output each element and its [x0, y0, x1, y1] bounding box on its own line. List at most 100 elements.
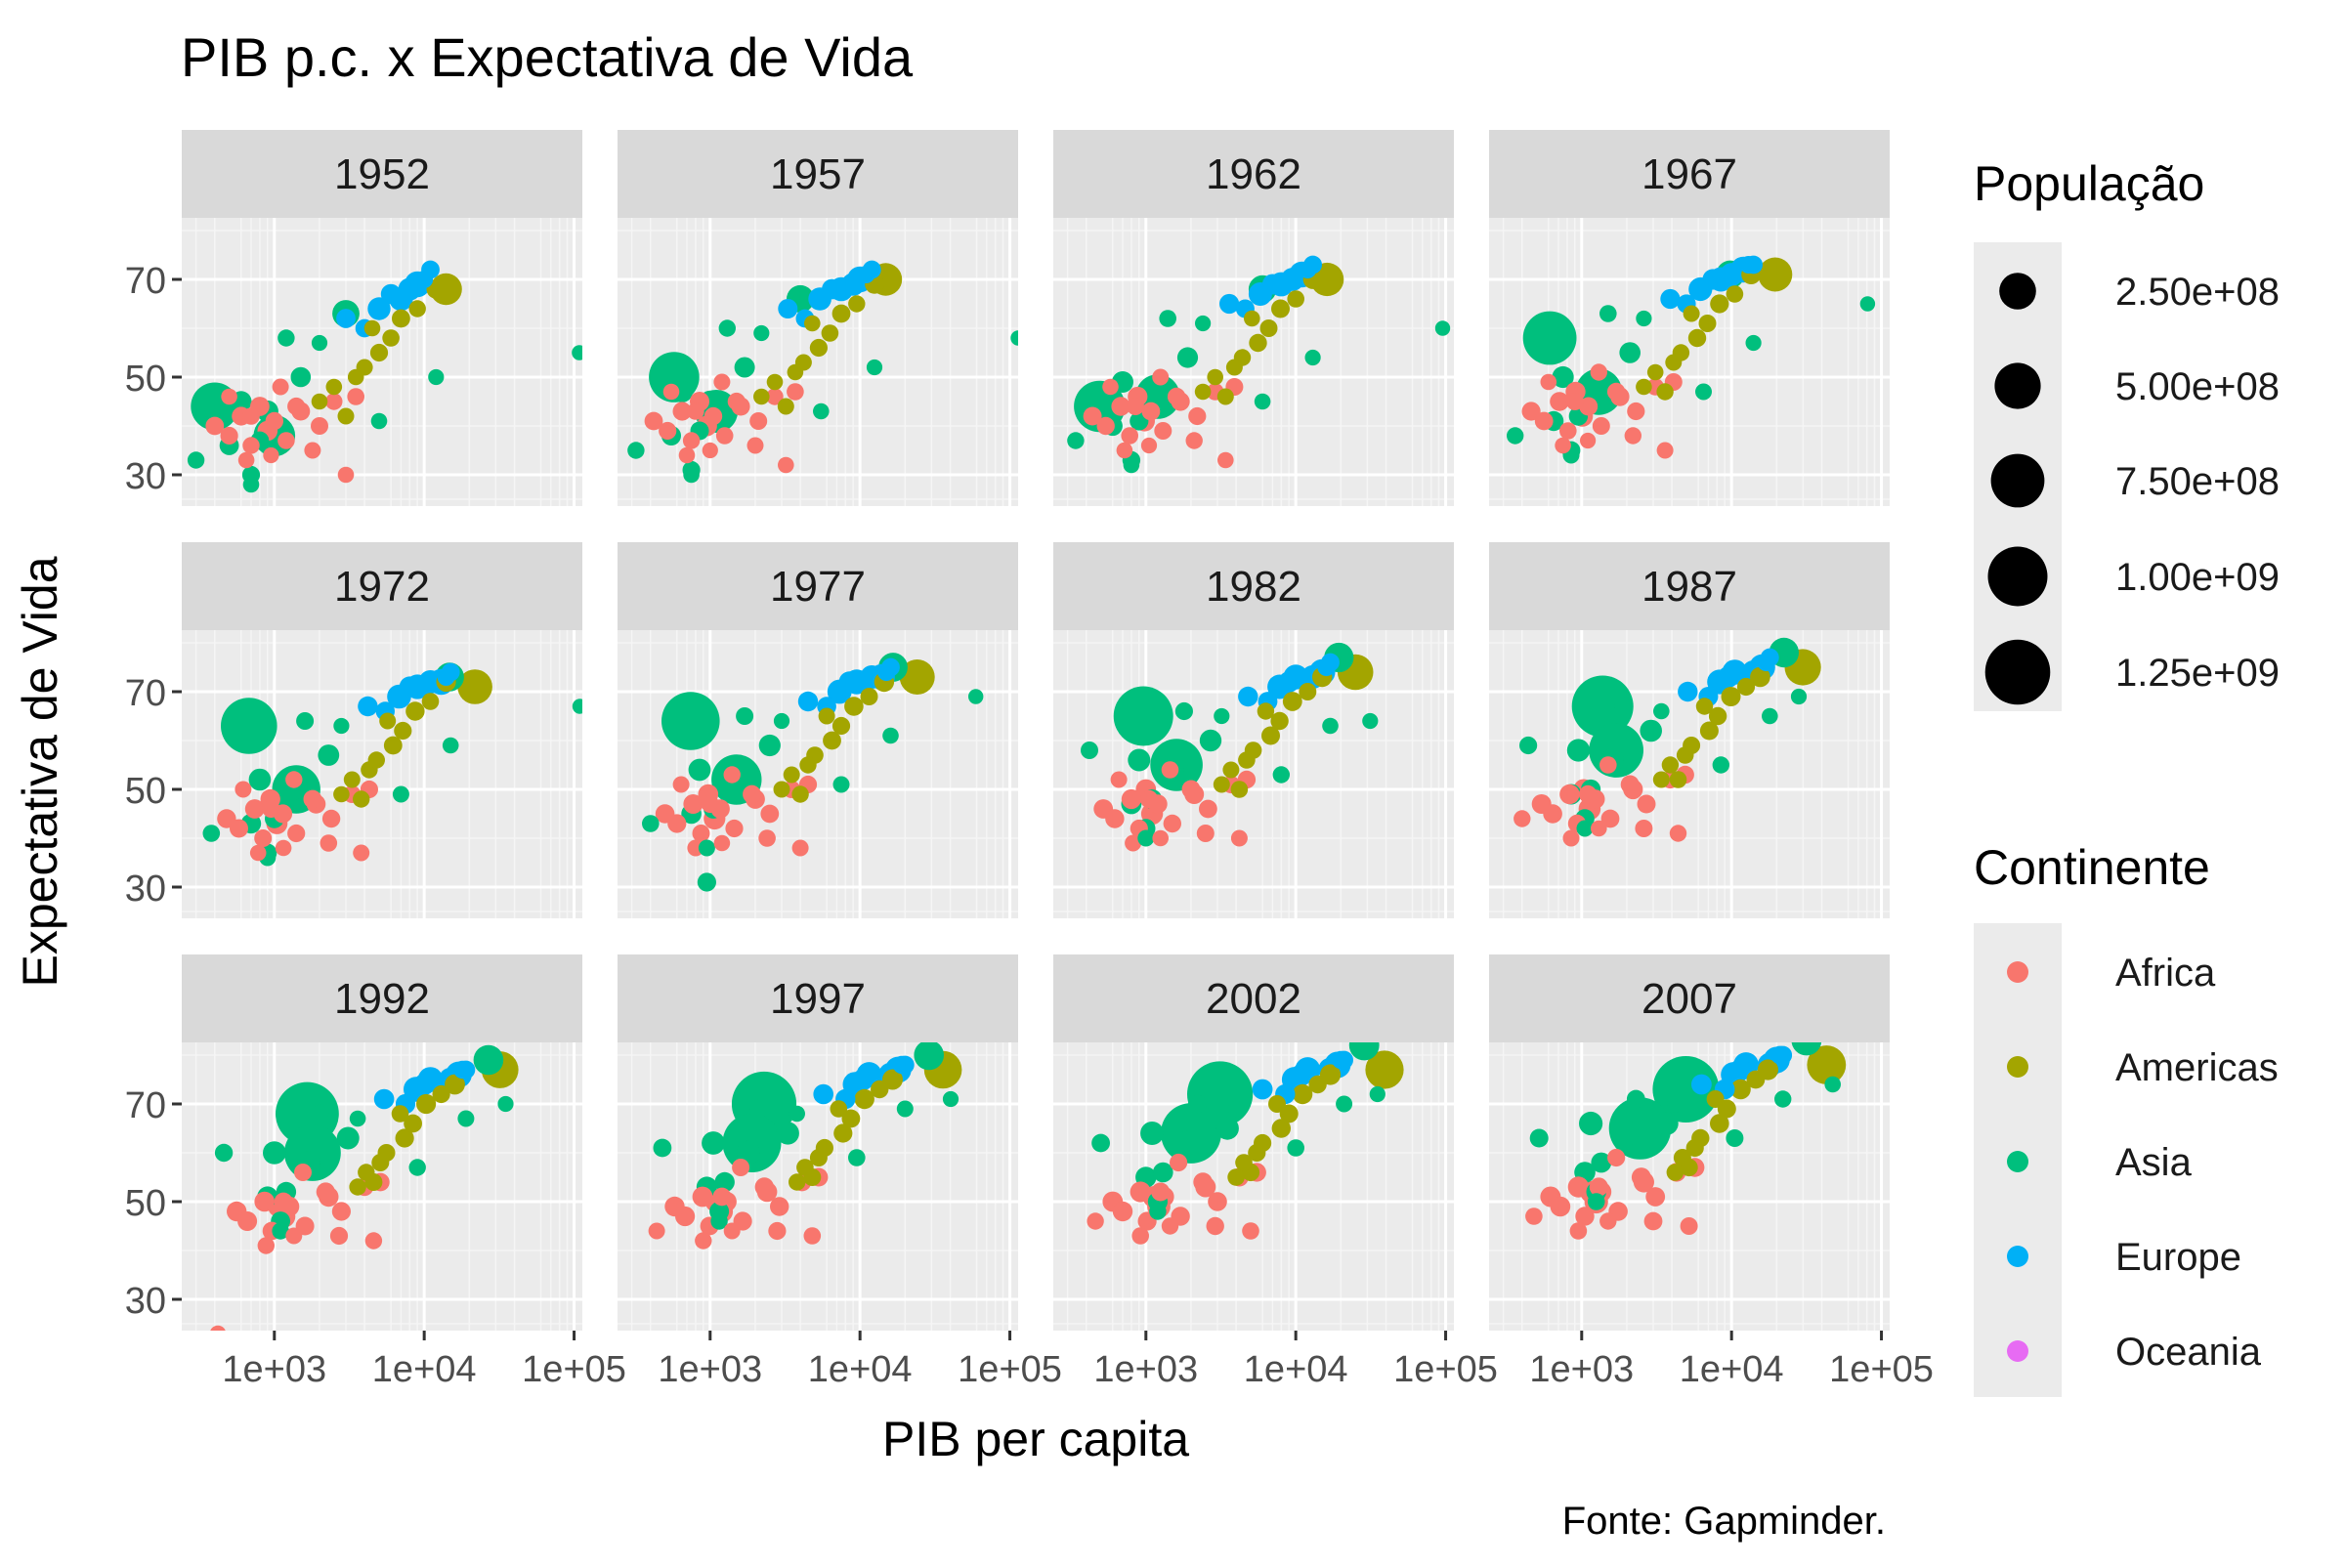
data-point	[1216, 388, 1234, 405]
size-legend-key	[1987, 546, 2048, 607]
data-point	[234, 781, 252, 798]
x-tick-label: 1e+04	[1680, 1349, 1784, 1390]
data-point	[695, 1232, 712, 1250]
data-point	[1207, 368, 1223, 386]
data-point	[1141, 402, 1161, 421]
data-point	[373, 1088, 395, 1110]
data-point	[1637, 794, 1656, 814]
data-points	[642, 653, 984, 892]
data-point	[704, 406, 723, 426]
data-point	[882, 1069, 903, 1090]
data-point	[852, 1069, 874, 1090]
y-tick-label: 50	[125, 1183, 166, 1224]
data-point	[333, 785, 350, 803]
data-point	[1154, 422, 1172, 440]
data-point	[237, 1211, 258, 1231]
size-legend-title: População	[1974, 156, 2204, 211]
y-tick-label: 30	[125, 869, 166, 910]
data-points	[1087, 1042, 1404, 1245]
data-point	[1758, 257, 1793, 292]
facet-panels: 1952 30 50 70 1957 1962 1967 1972 30 50 70 1977 1982…	[125, 130, 1934, 1390]
data-point	[1091, 1133, 1110, 1153]
data-points	[627, 260, 1018, 484]
data-point	[1163, 814, 1182, 833]
data-point	[809, 338, 829, 358]
data-point	[473, 1044, 504, 1076]
x-tick-label: 1e+04	[808, 1349, 913, 1390]
data-point	[237, 451, 255, 469]
data-point	[1712, 756, 1730, 774]
data-point	[1206, 1216, 1224, 1236]
y-tick-label: 70	[125, 673, 166, 714]
data-point	[1576, 820, 1594, 837]
data-point	[353, 790, 370, 808]
data-point	[1280, 268, 1304, 291]
data-point	[220, 426, 238, 445]
data-point	[1562, 829, 1580, 847]
data-point	[1348, 1042, 1380, 1061]
data-point	[1666, 1095, 1684, 1113]
data-point	[311, 417, 328, 435]
data-point	[1087, 1212, 1104, 1230]
x-tick-label: 1e+05	[1829, 1349, 1934, 1390]
data-point	[1215, 1117, 1239, 1140]
data-point	[1652, 771, 1670, 788]
data-point	[848, 1149, 866, 1166]
data-point	[1569, 1222, 1588, 1240]
data-point	[254, 1191, 276, 1212]
data-point	[347, 368, 364, 386]
data-point	[766, 388, 784, 405]
data-point	[320, 834, 338, 852]
data-point	[1529, 1128, 1549, 1148]
data-point	[662, 383, 680, 401]
data-point	[1214, 707, 1230, 725]
color-legend-key	[2007, 1340, 2028, 1362]
data-point	[1227, 1100, 1245, 1118]
data-point	[702, 1131, 725, 1155]
data-point	[789, 1105, 805, 1123]
data-point	[1270, 711, 1289, 731]
data-point	[1113, 686, 1173, 746]
size-legend: 2.50e+08 5.00e+08 7.50e+08 1.00e+09 1.25e+09	[1984, 271, 2280, 705]
data-point	[1259, 319, 1278, 337]
data-point	[1559, 422, 1577, 440]
facet-strip	[1053, 542, 1454, 630]
panel-background	[182, 630, 582, 918]
data-point	[404, 1114, 422, 1133]
data-point	[1673, 1149, 1691, 1166]
y-tick-label: 50	[125, 359, 166, 400]
data-point	[1552, 365, 1574, 389]
data-point	[1254, 1133, 1272, 1153]
data-point	[408, 300, 426, 318]
data-point	[1619, 342, 1641, 363]
data-point	[776, 1122, 799, 1145]
data-point	[627, 442, 645, 459]
data-point	[778, 299, 798, 318]
data-point	[1268, 1095, 1286, 1113]
data-point	[1137, 829, 1155, 847]
data-point	[822, 278, 842, 300]
data-point	[1683, 305, 1700, 322]
data-point	[1149, 1203, 1167, 1220]
data-point	[343, 771, 361, 788]
data-point	[1824, 1076, 1841, 1093]
data-point	[787, 363, 804, 381]
data-point	[1332, 1050, 1350, 1070]
data-point	[687, 403, 704, 420]
facet-strip	[1053, 954, 1454, 1042]
data-point	[1365, 1050, 1404, 1089]
data-point	[1666, 1164, 1684, 1181]
data-point	[1336, 1095, 1353, 1113]
data-point	[1222, 761, 1240, 779]
x-tick-label: 1e+05	[522, 1349, 626, 1390]
data-point	[1131, 1227, 1149, 1245]
data-point	[1589, 1177, 1608, 1197]
data-point	[275, 839, 292, 857]
data-point	[1580, 432, 1597, 449]
data-point	[773, 712, 790, 730]
facet-panel-2007: 2007 1e+03 1e+04 1e+05	[1489, 954, 1934, 1390]
data-point	[914, 1042, 944, 1071]
data-point	[760, 804, 780, 824]
data-point	[1127, 398, 1144, 415]
